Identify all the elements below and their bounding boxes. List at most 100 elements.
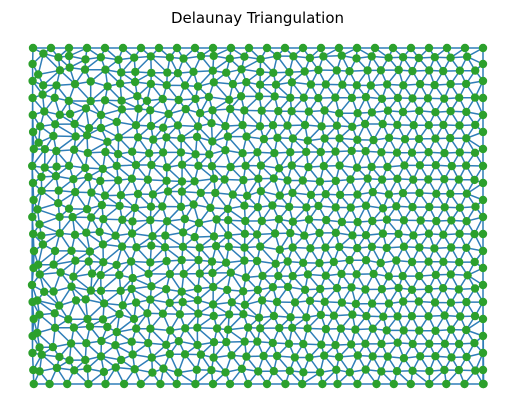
data-point xyxy=(96,110,106,120)
data-point xyxy=(173,121,183,130)
data-point xyxy=(470,229,479,239)
data-point xyxy=(158,309,168,318)
data-point xyxy=(35,310,44,319)
data-point xyxy=(114,55,123,64)
data-point xyxy=(286,148,295,157)
data-point xyxy=(423,94,433,103)
data-point xyxy=(439,257,448,266)
data-point xyxy=(87,188,96,197)
data-point xyxy=(462,325,471,335)
data-point xyxy=(329,311,339,320)
data-point xyxy=(322,215,331,225)
data-point xyxy=(255,80,265,89)
data-point xyxy=(129,314,139,324)
data-point xyxy=(439,66,448,76)
data-point xyxy=(257,296,267,305)
data-point xyxy=(190,177,199,186)
data-point xyxy=(253,203,263,212)
data-point xyxy=(271,259,280,268)
data-point xyxy=(471,202,480,211)
data-point xyxy=(240,106,249,115)
data-point xyxy=(470,148,480,157)
data-point xyxy=(133,189,143,199)
data-point xyxy=(367,242,377,251)
data-point xyxy=(299,258,308,267)
data-point xyxy=(84,257,93,266)
data-point xyxy=(51,171,61,181)
data-point xyxy=(65,356,74,365)
data-point xyxy=(303,324,312,333)
data-point xyxy=(256,242,265,251)
data-point xyxy=(69,272,78,281)
data-point xyxy=(288,271,297,281)
data-point xyxy=(37,186,46,196)
data-point xyxy=(362,311,371,321)
data-point xyxy=(299,93,308,102)
data-point xyxy=(478,365,488,375)
data-point xyxy=(377,175,387,184)
data-point xyxy=(193,340,202,350)
data-point xyxy=(195,269,204,278)
data-point xyxy=(425,339,434,348)
data-point xyxy=(131,67,140,77)
data-point xyxy=(394,283,403,293)
data-point xyxy=(348,310,357,319)
data-point xyxy=(128,217,137,226)
data-point xyxy=(154,43,164,53)
data-point xyxy=(414,53,423,63)
data-point xyxy=(368,216,377,226)
data-point xyxy=(40,107,49,116)
data-point xyxy=(462,352,471,362)
data-point xyxy=(64,315,73,324)
data-point xyxy=(462,297,471,307)
data-point xyxy=(470,338,479,348)
data-point xyxy=(377,148,386,157)
data-point xyxy=(190,232,199,242)
data-point xyxy=(97,200,107,210)
data-point xyxy=(180,81,190,90)
data-point xyxy=(70,366,79,375)
data-point xyxy=(206,203,215,212)
data-point xyxy=(254,174,263,183)
data-point xyxy=(128,273,137,283)
data-point xyxy=(285,68,294,77)
data-point xyxy=(127,174,137,183)
data-point xyxy=(208,379,218,389)
data-point xyxy=(223,132,233,141)
data-point xyxy=(446,79,455,89)
data-point xyxy=(347,146,356,156)
data-point xyxy=(281,379,290,389)
data-point xyxy=(398,188,408,198)
data-point xyxy=(96,352,106,361)
data-point xyxy=(33,296,42,305)
data-point xyxy=(205,150,214,159)
data-point xyxy=(335,242,344,252)
data-point xyxy=(331,228,340,237)
data-point xyxy=(368,324,377,333)
data-point xyxy=(83,148,93,158)
data-point xyxy=(424,284,433,294)
data-point xyxy=(99,214,108,224)
data-point xyxy=(348,231,357,240)
data-point xyxy=(189,67,198,77)
data-point xyxy=(112,260,121,270)
data-point xyxy=(255,92,264,101)
data-point xyxy=(346,175,355,184)
data-point xyxy=(64,51,74,61)
data-point xyxy=(252,230,262,239)
data-point xyxy=(316,284,325,294)
data-point xyxy=(81,104,91,113)
data-point xyxy=(254,367,263,376)
data-point xyxy=(470,175,479,185)
data-point xyxy=(478,43,488,53)
data-point xyxy=(87,269,97,278)
data-point xyxy=(196,350,206,359)
data-point xyxy=(173,69,183,78)
data-point xyxy=(271,80,281,89)
data-point xyxy=(438,284,448,293)
data-point xyxy=(462,52,472,61)
data-point xyxy=(34,138,43,147)
data-point xyxy=(352,43,362,53)
data-point xyxy=(83,364,92,373)
data-point xyxy=(97,336,106,346)
